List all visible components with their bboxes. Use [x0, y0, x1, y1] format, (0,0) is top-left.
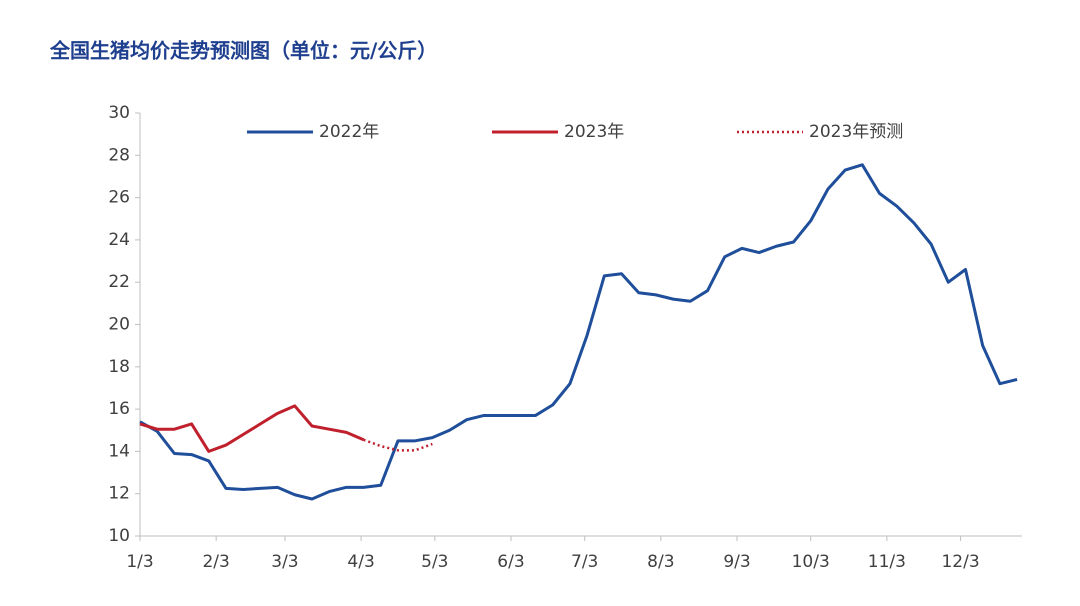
y-tick-label: 24 [108, 230, 130, 250]
x-tick-label: 5/3 [421, 552, 448, 572]
y-tick-label: 18 [108, 357, 130, 377]
y-tick-label: 22 [108, 272, 130, 292]
chart-title: 全国生猪均价走势预测图（单位：元/公斤） [49, 39, 437, 63]
x-tick-label: 4/3 [347, 552, 374, 572]
x-tick-label: 7/3 [571, 552, 598, 572]
x-tick-label: 2/3 [202, 552, 229, 572]
y-tick-label: 26 [108, 188, 130, 208]
y-tick-label: 14 [108, 441, 130, 461]
x-tick-label: 8/3 [647, 552, 674, 572]
x-tick-label: 6/3 [497, 552, 524, 572]
line-series [139, 163, 1018, 501]
y-tick-label: 12 [108, 484, 130, 504]
y-tick-label: 20 [108, 315, 130, 335]
legend-label: 2023年预测 [809, 122, 903, 142]
x-tick-label: 3/3 [271, 552, 298, 572]
x-tick-label: 1/3 [126, 552, 153, 572]
line-series [363, 438, 433, 452]
x-tick-label: 12/3 [941, 552, 979, 572]
x-tick-label: 9/3 [723, 552, 750, 572]
y-tick-label: 30 [108, 103, 130, 123]
legend-label: 2023年 [564, 122, 624, 142]
y-tick-label: 28 [108, 145, 130, 165]
y-tick-label: 16 [108, 399, 130, 419]
y-tick-label: 10 [108, 526, 130, 546]
line-series [139, 404, 365, 453]
x-tick-label: 11/3 [868, 552, 906, 572]
x-tick-label: 10/3 [792, 552, 830, 572]
legend-label: 2022年 [319, 122, 379, 142]
